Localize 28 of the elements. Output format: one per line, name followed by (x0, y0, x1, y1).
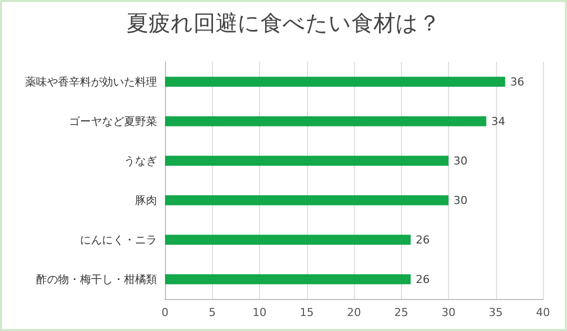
data-label: 26 (416, 272, 430, 286)
x-tick-label: 20 (347, 306, 361, 319)
bar (165, 234, 411, 245)
x-tick-label: 15 (300, 306, 314, 319)
y-tick-label: ゴーヤなど夏野菜 (69, 114, 157, 128)
y-tick-label: うなぎ (124, 154, 157, 168)
x-tick-label: 25 (394, 306, 408, 319)
y-tick-label: 豚肉 (135, 194, 157, 207)
y-tick-label: 酢の物・梅干し・柑橘類 (36, 272, 157, 286)
bar (165, 274, 411, 284)
bar (165, 195, 448, 206)
x-tick-label: 40 (536, 306, 550, 319)
y-tick-label: にんにく・ニラ (80, 233, 157, 246)
x-tick-label: 35 (488, 306, 503, 319)
bar (165, 76, 506, 87)
data-label: 26 (416, 233, 430, 246)
data-label: 36 (510, 75, 524, 88)
x-tick-label: 30 (442, 306, 456, 319)
bar (165, 116, 486, 126)
x-tick-label: 5 (208, 306, 216, 319)
x-tick-label: 0 (162, 306, 168, 319)
data-label: 30 (454, 194, 468, 207)
data-label: 34 (491, 114, 506, 128)
x-tick-label: 10 (252, 306, 266, 319)
y-tick-label: 薬味や香辛料が効いた料理 (25, 75, 157, 88)
bar (165, 156, 448, 166)
chart-title: 夏疲れ回避に食べたい食材は？ (126, 12, 440, 36)
data-label: 30 (454, 154, 468, 168)
